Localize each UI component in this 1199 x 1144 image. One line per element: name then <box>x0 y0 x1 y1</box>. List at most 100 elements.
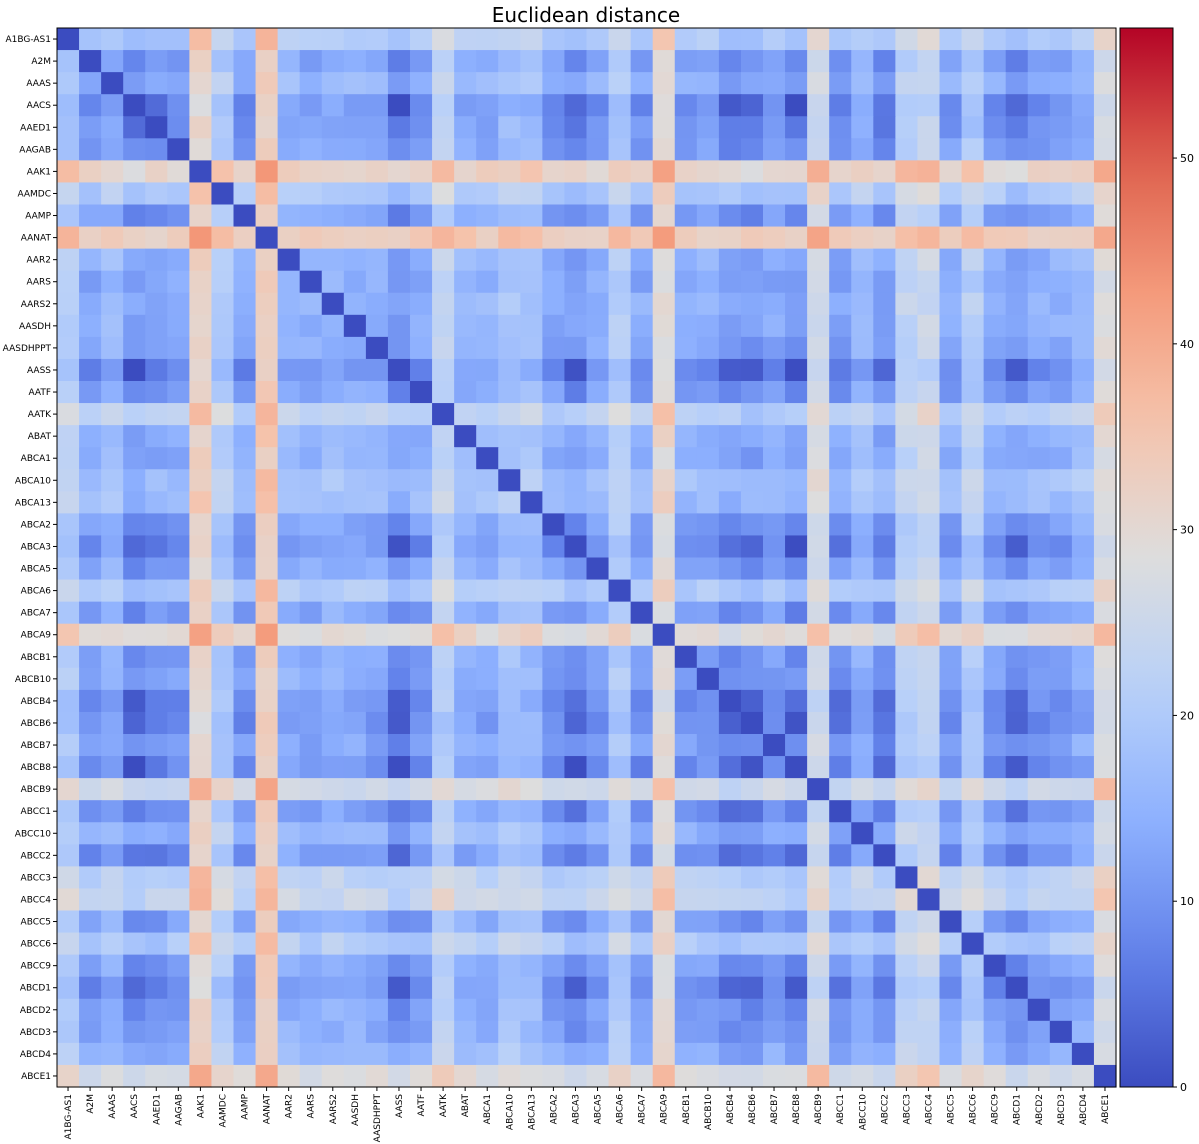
heatmap-cell <box>564 292 588 316</box>
heatmap-cell <box>211 557 235 581</box>
heatmap-cell <box>79 403 102 426</box>
heatmap-cell <box>1027 866 1051 890</box>
heatmap-cell <box>343 667 367 691</box>
heatmap-cell <box>79 248 102 272</box>
heatmap-cell <box>763 425 786 448</box>
heatmap-cell <box>520 579 543 603</box>
heatmap-cell <box>321 1064 345 1088</box>
heatmap-cell <box>564 954 588 978</box>
heatmap-cell <box>807 822 830 845</box>
heatmap-cell <box>57 667 80 691</box>
heatmap-cell <box>696 667 720 691</box>
heatmap-cell <box>851 138 874 161</box>
heatmap-cell <box>211 182 235 206</box>
y-tick-label: ABCC3 <box>21 873 51 883</box>
heatmap-cell <box>321 358 345 382</box>
heatmap-cell <box>586 866 610 890</box>
heatmap-cell <box>79 579 102 603</box>
heatmap-cell <box>674 94 698 117</box>
heatmap-cell <box>255 314 279 338</box>
heatmap-cell <box>1005 800 1029 823</box>
heatmap-cell <box>1071 94 1095 117</box>
heatmap-cell <box>432 822 455 845</box>
heatmap-cell <box>586 182 610 206</box>
heatmap-cell <box>961 513 985 537</box>
heatmap-cell <box>321 800 345 823</box>
heatmap-cell <box>410 535 433 559</box>
heatmap-cell <box>763 182 786 206</box>
heatmap-cell <box>652 1042 676 1066</box>
heatmap-cell <box>564 358 588 382</box>
heatmap-cell <box>939 182 963 206</box>
heatmap-cell <box>321 645 345 669</box>
heatmap-cell <box>983 954 1007 978</box>
heatmap-cell <box>79 866 102 890</box>
heatmap-cell <box>718 50 742 73</box>
heatmap-cell <box>740 954 764 978</box>
heatmap-cell <box>917 270 941 294</box>
heatmap-cell <box>1071 800 1095 823</box>
heatmap-cell <box>1027 116 1051 139</box>
heatmap-cell <box>255 778 279 801</box>
heatmap-cell <box>586 910 610 934</box>
heatmap-cell <box>387 447 411 470</box>
heatmap-cell <box>343 160 367 184</box>
heatmap-cell <box>1005 160 1029 184</box>
heatmap-cell <box>123 425 146 448</box>
heatmap-cell <box>696 601 720 625</box>
heatmap-cell <box>498 778 521 801</box>
heatmap-cell <box>763 403 786 426</box>
heatmap-cell <box>785 248 808 272</box>
heatmap-cell <box>652 998 676 1022</box>
heatmap-cell <box>57 756 80 779</box>
heatmap-cell <box>101 381 124 404</box>
heatmap-cell <box>1049 557 1073 581</box>
heatmap-cell <box>785 403 808 426</box>
heatmap-cell <box>211 932 235 956</box>
heatmap-cell <box>851 1020 874 1044</box>
heatmap-cell <box>145 204 168 228</box>
heatmap-cell <box>498 976 521 1000</box>
heatmap-cell <box>233 778 257 801</box>
heatmap-cell <box>718 667 742 691</box>
heatmap-cell <box>939 513 963 537</box>
heatmap-cell <box>365 160 389 184</box>
heatmap-cell <box>277 756 301 779</box>
heatmap-cell <box>740 976 764 1000</box>
heatmap-cell <box>1049 954 1073 978</box>
heatmap-cell <box>432 160 455 184</box>
heatmap-cell <box>233 756 257 779</box>
heatmap-cell <box>410 226 433 250</box>
heatmap-cell <box>873 160 896 184</box>
heatmap-cell <box>696 72 720 95</box>
heatmap-cell <box>1005 248 1029 272</box>
heatmap-cell <box>79 469 102 492</box>
heatmap-cell <box>167 844 190 867</box>
heatmap-cell <box>233 888 257 912</box>
heatmap-cell <box>608 403 632 426</box>
heatmap-cell <box>101 734 124 757</box>
heatmap-cell <box>851 425 874 448</box>
x-tick-label: ABCC10 <box>858 1094 868 1130</box>
heatmap-cell <box>873 866 896 890</box>
heatmap-cell <box>321 557 345 581</box>
heatmap-cell <box>807 557 830 581</box>
heatmap-cell <box>79 535 102 559</box>
heatmap-cell <box>939 94 963 117</box>
heatmap-cell <box>652 778 676 801</box>
heatmap-cell <box>652 535 676 559</box>
heatmap-cell <box>740 778 764 801</box>
heatmap-cell <box>652 734 676 757</box>
heatmap-cell <box>1027 491 1051 514</box>
heatmap-cell <box>763 270 786 294</box>
heatmap-cell <box>586 888 610 912</box>
heatmap-cell <box>365 1064 389 1088</box>
heatmap-cell <box>1027 204 1051 228</box>
heatmap-cell <box>807 513 830 537</box>
heatmap-cell <box>365 910 389 934</box>
heatmap-cell <box>211 623 235 647</box>
heatmap-cell <box>1005 270 1029 294</box>
heatmap-cell <box>365 844 389 867</box>
heatmap-cell <box>167 866 190 890</box>
heatmap-cell <box>211 1064 235 1088</box>
